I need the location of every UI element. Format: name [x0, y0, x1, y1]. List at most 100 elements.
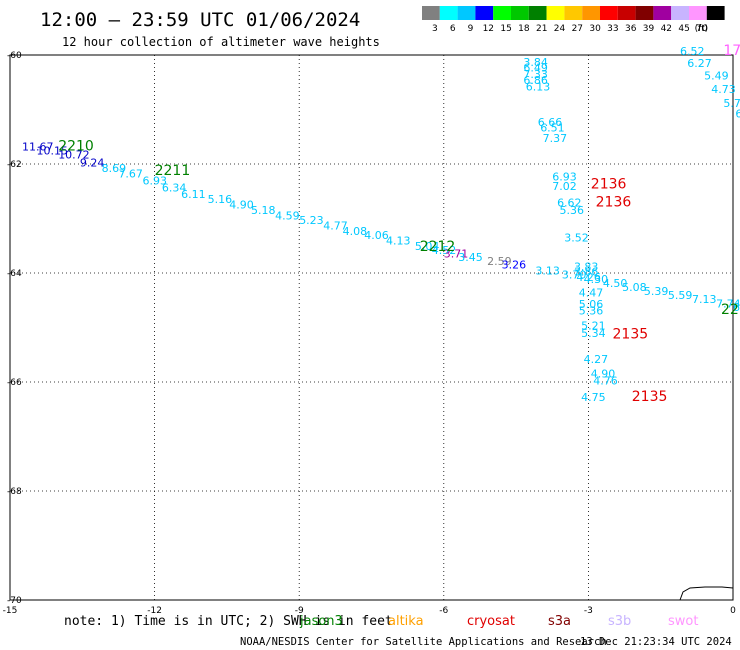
- wave-height-label: 7.02: [552, 180, 577, 193]
- longitude-tick-label: -12: [147, 606, 162, 616]
- wave-height-label: 2.59: [487, 255, 512, 268]
- wave-height-label: 9.24: [80, 157, 105, 170]
- wave-height-label: 4.59: [275, 210, 300, 223]
- wave-height-label: 10.15: [37, 145, 68, 158]
- legend-tick-label: 39: [643, 24, 655, 34]
- legend-tick-label: 42: [661, 24, 672, 34]
- legend-tick-label: 36: [625, 24, 637, 34]
- wave-height-label: 6.55: [733, 301, 740, 314]
- satellite-pass-labels: 2210 2211 2212 22 2136 2136 2135 2135 171: [58, 43, 740, 405]
- legend-swatch: [671, 6, 689, 20]
- legend-swatch: [475, 6, 494, 20]
- legend-tick-label: 18: [518, 24, 530, 34]
- pass-time-label: 2135: [613, 326, 649, 342]
- wave-height-label: 6.86: [523, 74, 548, 87]
- longitude-tick-label: 0: [730, 606, 736, 616]
- wave-height-label: 3.26: [502, 259, 527, 272]
- longitude-tick-label: -15: [3, 606, 18, 616]
- wave-height-label: 5.18: [251, 204, 276, 217]
- legend-tick-label: 15: [500, 24, 511, 34]
- wave-height-label: 5.08: [622, 281, 647, 294]
- wave-height-label: 4.26: [576, 271, 601, 284]
- satellite-legend-item: s3b: [608, 614, 631, 629]
- wave-height-label: 5.34: [581, 327, 606, 340]
- pass-time-label: 22: [721, 302, 739, 318]
- wave-height-label: 5.36: [579, 304, 604, 317]
- map-gridlines: [10, 55, 733, 600]
- wave-height-label: 6.27: [687, 57, 712, 70]
- wave-height-label: 5.06: [579, 298, 604, 311]
- legend-tick-label: 33: [607, 24, 618, 34]
- wave-height-label: 3.70: [562, 268, 587, 281]
- wave-height-label: 6.51: [540, 121, 565, 134]
- longitude-tick-label: -6: [439, 606, 448, 616]
- satellite-legend-item: altika: [388, 614, 424, 629]
- legend-swatch: [653, 6, 672, 20]
- wave-height-label: 4.90: [591, 368, 616, 381]
- legend-swatch: [457, 6, 476, 20]
- footer-credit: NOAA/NESDIS Center for Satellite Applica…: [240, 636, 607, 648]
- legend-swatch: [600, 6, 618, 20]
- legend-swatch: [546, 6, 565, 20]
- wave-height-label: 8.69: [102, 162, 127, 175]
- legend-swatch: [706, 6, 725, 20]
- wave-height-label: 6.52: [680, 45, 705, 58]
- legend-swatch: [528, 6, 547, 20]
- latitude-tick-label: -70: [7, 596, 22, 606]
- satellite-legend-item: jason3: [299, 614, 343, 629]
- wave-height-label: 4.13: [386, 235, 411, 248]
- wave-height-label: 6.13: [526, 80, 551, 93]
- wave-height-label: 5.39: [644, 285, 669, 298]
- longitude-tick-label: -9: [295, 606, 304, 616]
- legend-tick-label: 30: [589, 24, 601, 34]
- wave-height-label: 5.59: [668, 289, 693, 302]
- wave-height-label: 6: [735, 108, 740, 121]
- wave-height-label: 3.13: [535, 265, 560, 278]
- wave-height-label: 5.16: [208, 193, 233, 206]
- footer-note: note: 1) Time is in UTC; 2) SWH is in fe…: [64, 614, 393, 629]
- wave-height-label: 4.30: [584, 273, 609, 286]
- legend-tick-label: 27: [572, 24, 583, 34]
- pass-time-label: 2212: [420, 239, 456, 255]
- latitude-tick-labels: -60 -62 -64 -66 -68 -70: [7, 51, 22, 606]
- wave-height-label: 4.27: [584, 353, 609, 366]
- wave-height-label: 4.77: [323, 219, 348, 232]
- legend-tick-label: 9: [468, 24, 474, 34]
- coastline: [679, 586, 734, 601]
- latitude-tick-label: -62: [7, 160, 22, 170]
- wave-height-label: 6.49: [523, 61, 548, 74]
- page-title: 12:00 – 23:59 UTC 01/06/2024: [40, 9, 360, 31]
- wave-height-label: 7.74: [716, 297, 740, 310]
- wave-height-label: 3.71: [444, 248, 469, 261]
- legend-swatch: [564, 6, 583, 20]
- latitude-tick-label: -66: [7, 378, 22, 388]
- wave-height-label: 3.86: [574, 266, 599, 279]
- wave-height-label: 7.33: [523, 68, 548, 81]
- wave-height-label: 6.93: [143, 175, 168, 188]
- legend-swatch: [635, 6, 654, 20]
- color-scale-legend: 3 6 9 12 15 18 21 24 27 30 33 36 39 42 45 70(ft): [422, 6, 725, 34]
- satellite-legend: jason3 altika cryosat s3a s3b swot: [299, 614, 698, 629]
- wave-height-label: 3.83: [574, 260, 599, 273]
- wave-height-label: 6.11: [181, 188, 206, 201]
- wave-height-label: 4.76: [593, 375, 618, 388]
- wave-height-label: 3.84: [523, 56, 548, 69]
- wave-height-label: 5.36: [559, 204, 584, 217]
- wave-height-label: 6.66: [538, 116, 563, 129]
- map-frame: [9, 54, 734, 601]
- wave-height-label: 4.73: [711, 83, 736, 96]
- legend-tick-label: 6: [450, 24, 456, 34]
- wave-height-label: 4.47: [579, 286, 604, 299]
- wave-height-label: 6.34: [162, 181, 187, 194]
- wave-height-label: 4.06: [364, 229, 389, 242]
- pass-time-label: 2136: [596, 195, 632, 211]
- latitude-tick-label: -64: [7, 269, 22, 279]
- wave-height-label: 10.72: [58, 149, 89, 162]
- pass-time-label: 2210: [58, 138, 94, 154]
- legend-tick-label: 24: [554, 24, 566, 34]
- wave-height-label: 4.50: [603, 277, 628, 290]
- legend-swatch: [493, 6, 511, 20]
- wave-height-label: 5.23: [299, 214, 324, 227]
- satellite-legend-item: cryosat: [467, 614, 515, 629]
